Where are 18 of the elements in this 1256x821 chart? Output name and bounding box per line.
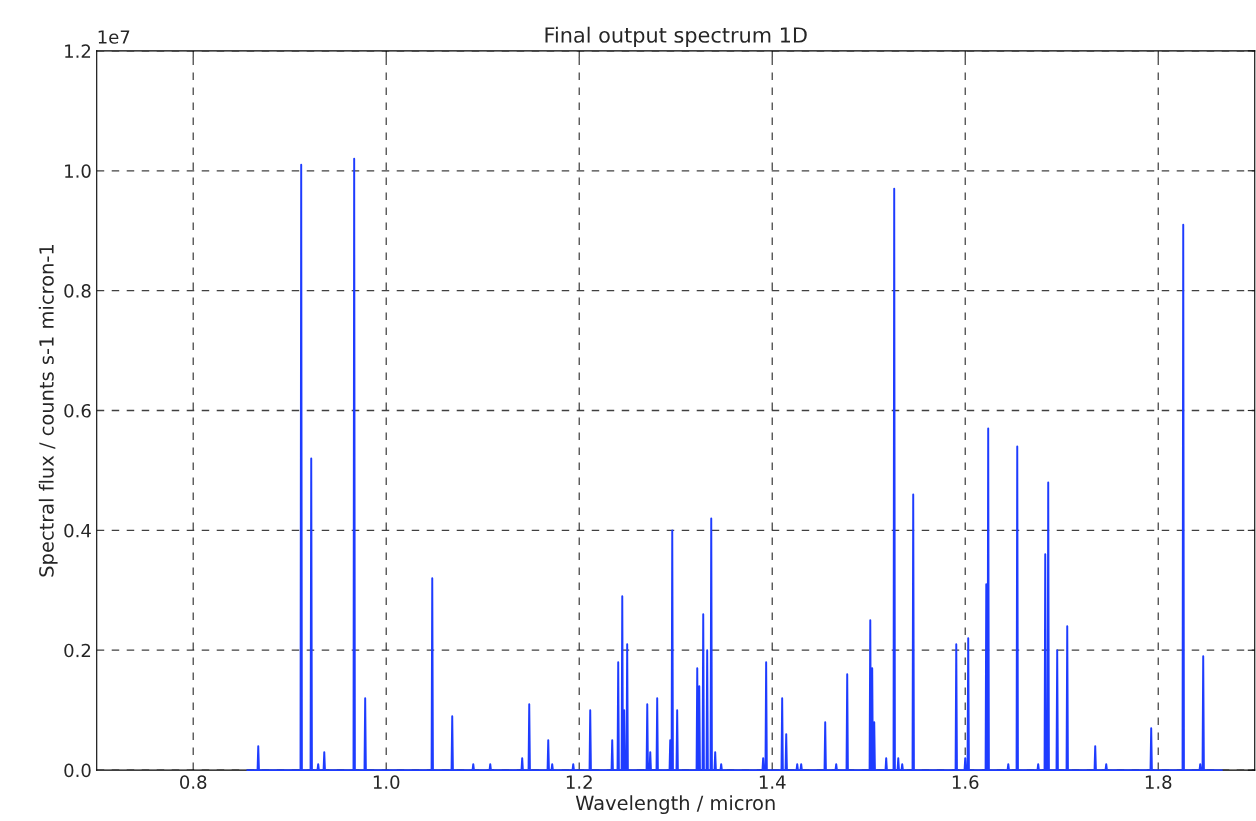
y-tick-label: 0.2: [64, 643, 91, 658]
x-tick-label: 1.6: [952, 775, 979, 789]
x-tick-label: 1.0: [373, 775, 400, 789]
y-tick-label: 1.2: [65, 44, 91, 58]
y-tick-label: 0.0: [64, 763, 91, 778]
text: 1e7: [98, 30, 130, 44]
x-tick-label: 1.4: [759, 775, 786, 789]
x-tick-label: 0.8: [180, 775, 207, 789]
y-tick-label: 1.0: [65, 164, 91, 178]
y-axis-title: Spectral flux / counts s-1 micron-1: [38, 245, 58, 577]
y-tick-label: 0.8: [64, 284, 91, 298]
line-series: [246, 157, 1223, 772]
x-tick-label: 1.2: [566, 775, 592, 789]
x-tick-label: 1.8: [1145, 775, 1172, 789]
y-tick-label: 0.6: [64, 403, 91, 418]
y-tick-label: 0.4: [64, 523, 91, 538]
x-axis-title: Wavelength / micron: [575, 795, 775, 815]
chart-title: Final output spectrum 1D: [545, 26, 807, 47]
